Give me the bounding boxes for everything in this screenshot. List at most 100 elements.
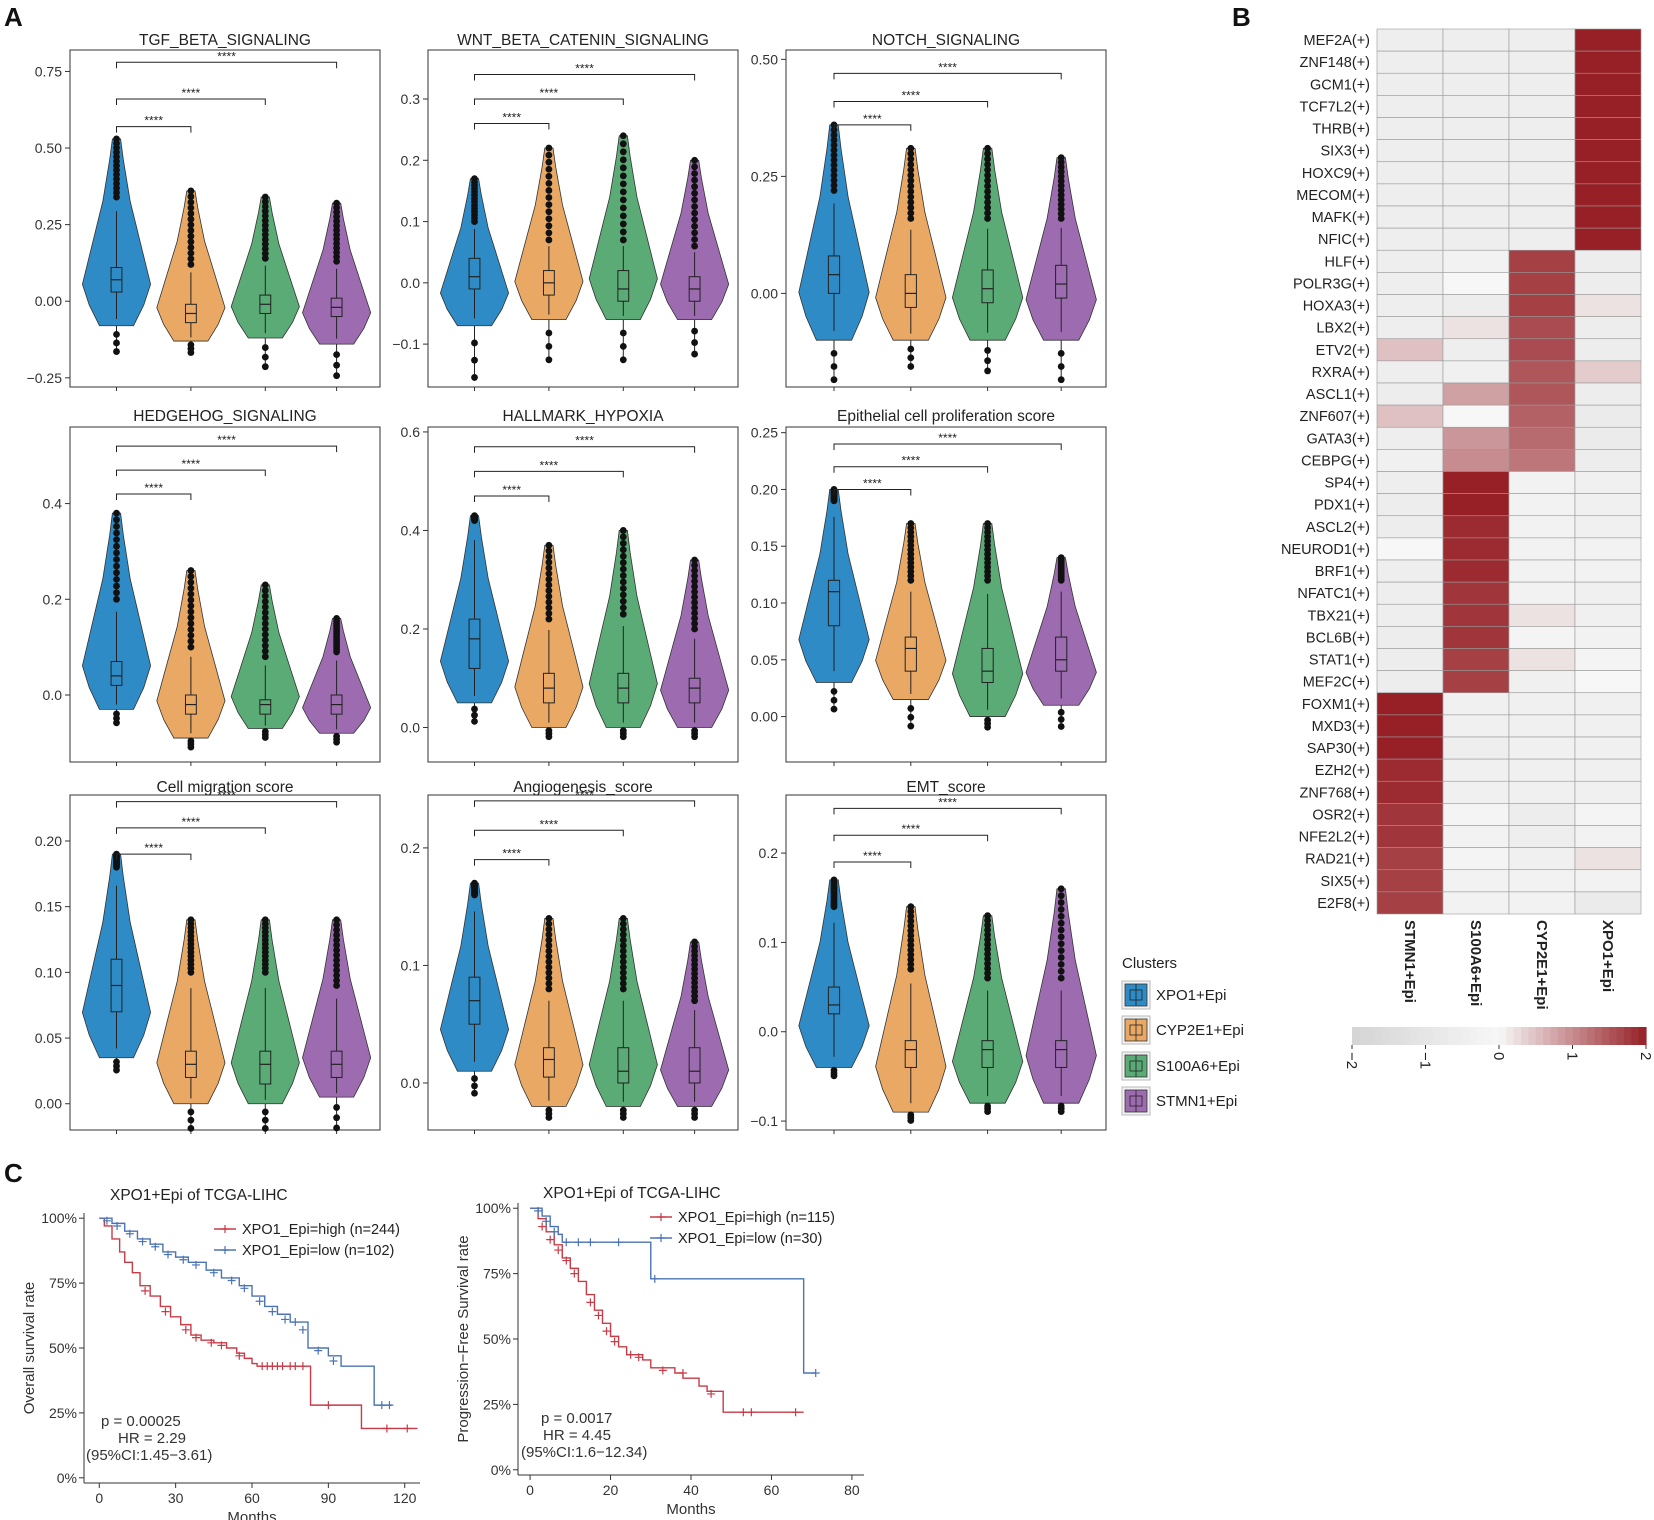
heatmap-cell: [1442, 227, 1510, 251]
x-axis-label: Months: [666, 1501, 715, 1518]
colorbar-segment: [1425, 1027, 1434, 1045]
colorbar-segment: [1506, 1027, 1515, 1045]
colorbar-segment: [1557, 1027, 1566, 1045]
outlier-point: [691, 609, 698, 617]
outlier-point: [261, 193, 269, 201]
outlier-point: [907, 960, 915, 968]
heatmap-cell: [1376, 294, 1444, 317]
outlier-point: [333, 926, 340, 934]
outlier-point: [1057, 205, 1065, 213]
outlier-point: [261, 207, 269, 215]
heatmap-panel: MEF2A(+) ZNF148(+) GCM1(+) TCF7L2(+) THRB(+)…: [1281, 28, 1654, 1069]
x-tick-label: 0: [526, 1482, 534, 1498]
outlier-point: [619, 527, 627, 534]
outlier-point: [113, 556, 120, 563]
y-tick-label: 0%: [57, 1470, 77, 1486]
km-annotation: HR = 4.45: [543, 1427, 611, 1444]
y-axis-label: Progression−Free Survival rate: [455, 1235, 472, 1442]
significance-label: ****: [938, 60, 957, 74]
colorbar-segment: [1454, 1027, 1463, 1045]
km-curve-1: [99, 1217, 392, 1406]
outlier-point: [619, 539, 627, 547]
outlier-point: [907, 951, 915, 959]
outlier-point: [691, 183, 698, 191]
outlier-point: [545, 329, 553, 337]
outlier-point: [1057, 182, 1065, 190]
outlier-point: [1057, 215, 1065, 222]
outlier-point: [1057, 967, 1065, 975]
outlier-point: [113, 536, 120, 544]
heatmap-cell: [1376, 515, 1444, 539]
heatmap-row-label: ZNF607(+): [1299, 409, 1370, 425]
censor-mark: [209, 1268, 218, 1277]
outlier-point: [545, 194, 553, 201]
heatmap-cell: [1508, 869, 1576, 893]
heatmap-cell: [1376, 50, 1444, 74]
outlier-point: [545, 592, 553, 600]
outlier-point: [333, 931, 340, 939]
outlier-point: [333, 961, 340, 969]
x-tick-label: 40: [683, 1482, 699, 1498]
outlier-point: [619, 1114, 627, 1121]
legend-label-2: S100A6+Epi: [1156, 1058, 1240, 1075]
colorbar-segment: [1388, 1027, 1397, 1045]
heatmap-cell: [1574, 537, 1642, 561]
heatmap-cell: [1508, 515, 1576, 539]
y-tick-label: 0.2: [401, 621, 421, 637]
heatmap-row-label: MEF2C(+): [1303, 675, 1370, 691]
y-tick-label: 0.15: [35, 899, 62, 915]
outlier-point: [619, 610, 627, 618]
heatmap-cell: [1376, 404, 1444, 428]
colorbar-tick-label: 2: [1637, 1052, 1654, 1060]
heatmap-cell: [1442, 559, 1510, 583]
heatmap-cell: [1574, 803, 1642, 826]
heatmap-cell: [1376, 803, 1444, 826]
outlier-point: [333, 946, 340, 954]
outlier-point: [691, 604, 698, 612]
outlier-point: [261, 592, 269, 600]
outlier-point: [830, 349, 838, 357]
heatmap-cell: [1508, 825, 1576, 848]
violin-panel-8: Angiogenesis_score 0.2 0.1 0.0 **** **** ****: [401, 779, 739, 1134]
outlier-point: [984, 955, 991, 963]
outlier-point: [261, 254, 269, 262]
heatmap-cell: [1508, 95, 1576, 118]
outlier-point: [545, 947, 553, 955]
outlier-point: [113, 135, 120, 143]
outlier-point: [619, 329, 627, 337]
violin-1: [156, 570, 226, 739]
outlier-point: [619, 148, 627, 156]
outlier-point: [619, 947, 627, 955]
outlier-point: [984, 357, 991, 365]
significance-bracket: [474, 446, 696, 453]
heatmap-cell: [1442, 692, 1510, 716]
outlier-point: [907, 363, 915, 370]
violin-0: [81, 512, 152, 710]
heatmap-cell: [1574, 294, 1642, 317]
outlier-point: [1057, 154, 1065, 162]
outlier-point: [113, 576, 120, 583]
outlier-point: [619, 343, 627, 350]
outlier-point: [187, 596, 195, 604]
y-tick-label: 0.25: [751, 425, 778, 441]
heatmap-cell: [1442, 72, 1510, 96]
y-tick-label: 0.1: [401, 957, 421, 973]
colorbar-segment: [1381, 1027, 1390, 1045]
outlier-point: [619, 931, 627, 939]
heatmap-cell: [1442, 161, 1510, 185]
colorbar-segment: [1418, 1027, 1427, 1045]
outlier-point: [619, 552, 627, 560]
significance-label: ****: [938, 795, 957, 809]
colorbar-segment: [1396, 1027, 1405, 1045]
outlier-point: [619, 546, 627, 554]
censor-mark: [594, 1311, 603, 1320]
heatmap-row-label: SIX5(+): [1320, 874, 1370, 890]
outlier-point: [619, 559, 627, 567]
heatmap-cell: [1376, 28, 1444, 52]
km-legend-mark: [657, 1213, 665, 1221]
boxplot-0: [468, 257, 481, 290]
outlier-point: [907, 182, 915, 190]
heatmap-row-label: HOXC9(+): [1302, 166, 1370, 182]
censor-mark: [281, 1315, 290, 1324]
outlier-point: [333, 982, 340, 989]
